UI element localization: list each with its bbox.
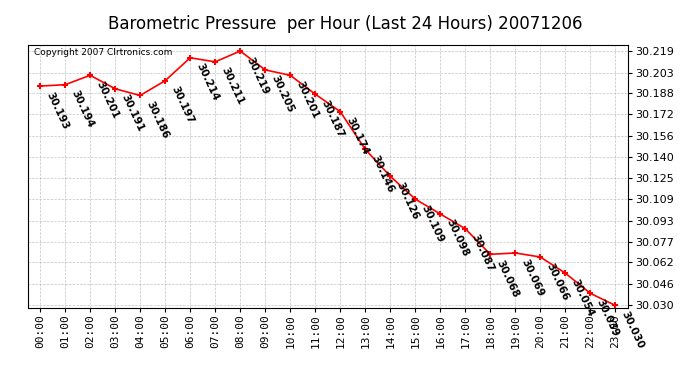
Text: 30.191: 30.191: [119, 93, 146, 134]
Text: Barometric Pressure  per Hour (Last 24 Hours) 20071206: Barometric Pressure per Hour (Last 24 Ho…: [108, 15, 582, 33]
Text: 30.187: 30.187: [319, 98, 346, 139]
Text: 30.098: 30.098: [444, 218, 471, 259]
Text: 30.174: 30.174: [344, 116, 371, 157]
Text: 30.186: 30.186: [144, 100, 170, 140]
Text: 30.197: 30.197: [169, 85, 195, 126]
Text: 30.087: 30.087: [469, 233, 495, 274]
Text: 30.205: 30.205: [269, 74, 295, 115]
Text: 30.126: 30.126: [395, 180, 420, 221]
Text: 30.109: 30.109: [420, 203, 446, 244]
Text: 30.146: 30.146: [369, 153, 395, 194]
Text: 30.201: 30.201: [95, 80, 120, 120]
Text: 30.068: 30.068: [495, 258, 520, 299]
Text: 30.219: 30.219: [244, 55, 270, 96]
Text: 30.069: 30.069: [520, 257, 546, 298]
Text: 30.211: 30.211: [219, 66, 246, 107]
Text: 30.193: 30.193: [44, 90, 70, 131]
Text: 30.030: 30.030: [620, 310, 646, 350]
Text: 30.201: 30.201: [295, 80, 320, 120]
Text: 30.214: 30.214: [195, 62, 221, 103]
Text: 30.054: 30.054: [569, 278, 595, 318]
Text: 30.039: 30.039: [595, 297, 620, 338]
Text: Copyright 2007 Clrtronics.com: Copyright 2007 Clrtronics.com: [34, 48, 172, 57]
Text: 30.194: 30.194: [69, 89, 95, 130]
Text: 30.066: 30.066: [544, 261, 571, 302]
